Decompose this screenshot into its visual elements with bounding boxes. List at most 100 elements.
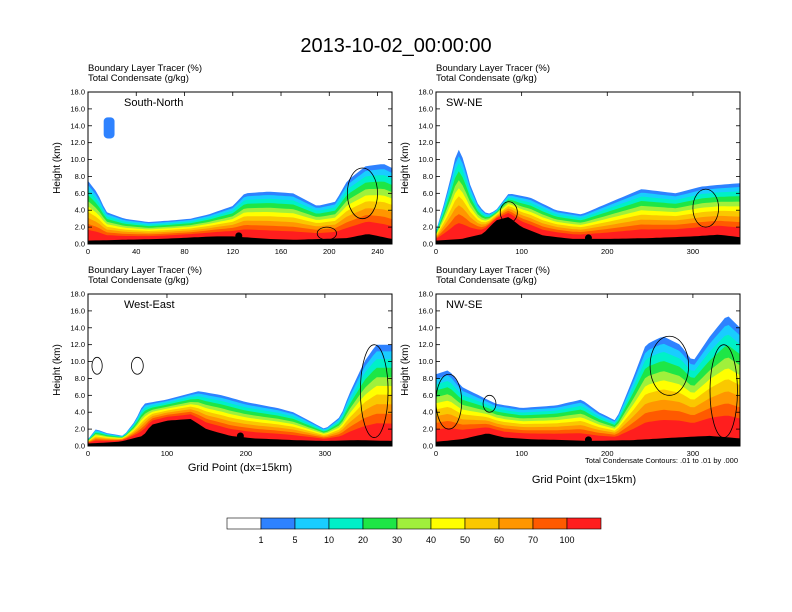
y-tick-label: 18.0 [418, 88, 433, 97]
y-tick-label: 12.0 [418, 138, 433, 147]
location-marker [584, 436, 592, 444]
y-tick-label: 18.0 [70, 88, 85, 97]
condensate-contour-1 [316, 226, 337, 241]
y-tick-label: 0.0 [423, 240, 433, 249]
colorbar-swatch-9 [532, 517, 568, 530]
condensate-contour-1 [499, 201, 518, 224]
y-tick-label: 12.0 [418, 340, 433, 349]
condensate-contour-0 [346, 167, 378, 220]
y-tick-label: 14.0 [70, 323, 85, 332]
x-tick-label: 200 [240, 449, 253, 458]
y-tick-label: 18.0 [70, 290, 85, 299]
colorbar-swatch-5 [396, 517, 432, 530]
y-tick-label: 14.0 [70, 121, 85, 130]
colorbar-label: 1 [258, 535, 263, 545]
y-tick-label: 12.0 [70, 340, 85, 349]
panel-contour-label: Total Condensate (g/kg) [436, 73, 537, 84]
x-tick-label: 0 [434, 247, 438, 256]
y-tick-label: 16.0 [418, 104, 433, 113]
location-marker [584, 234, 592, 242]
x-tick-label: 0 [86, 449, 90, 458]
panel-frame [87, 91, 393, 245]
y-tick-label: 4.0 [75, 206, 85, 215]
x-tick-label: 160 [275, 247, 288, 256]
x-tick-label: 300 [687, 247, 700, 256]
y-tick-label: 8.0 [423, 172, 433, 181]
y-tick-label: 2.0 [423, 223, 433, 232]
location-marker [236, 432, 244, 440]
y-tick-label: 16.0 [70, 306, 85, 315]
y-tick-label: 12.0 [70, 138, 85, 147]
condensate-contour-1 [131, 356, 144, 375]
y-tick-label: 10.0 [418, 357, 433, 366]
colorbar-label: 100 [559, 535, 574, 545]
panel-field-label: Boundary Layer Tracer (%) [436, 63, 550, 74]
y-tick-label: 6.0 [75, 189, 85, 198]
y-tick-label: 6.0 [423, 391, 433, 400]
condensate-contour-3 [709, 344, 738, 438]
x-axis-label-bottom-right: Grid Point (dx=15km) [532, 474, 636, 486]
panel-3: Boundary Layer Tracer (%)Total Condensat… [400, 265, 741, 458]
condensate-contour-0 [91, 356, 103, 375]
x-tick-label: 300 [319, 449, 332, 458]
y-tick-label: 6.0 [423, 189, 433, 198]
panel-title: SW-NE [446, 97, 482, 109]
y-tick-label: 0.0 [423, 442, 433, 451]
y-tick-label: 0.0 [75, 240, 85, 249]
colorbar-swatch-7 [464, 517, 500, 530]
x-tick-label: 300 [687, 449, 700, 458]
y-tick-label: 14.0 [418, 323, 433, 332]
y-tick-label: 10.0 [418, 155, 433, 164]
panel-1: Boundary Layer Tracer (%)Total Condensat… [400, 63, 741, 256]
x-tick-label: 240 [371, 247, 384, 256]
x-tick-label: 0 [434, 449, 438, 458]
tracer-field [436, 149, 740, 244]
colorbar-label: 30 [392, 535, 402, 545]
panel-2: Boundary Layer Tracer (%)Total Condensat… [52, 265, 393, 458]
y-tick-label: 2.0 [75, 223, 85, 232]
colorbar-label: 5 [292, 535, 297, 545]
panel-title: South-North [124, 97, 183, 109]
colorbar-label: 50 [460, 535, 470, 545]
colorbar-swatch-2 [294, 517, 330, 530]
terrain [436, 217, 740, 244]
x-tick-label: 200 [601, 449, 614, 458]
y-tick-label: 8.0 [423, 374, 433, 383]
y-tick-label: 0.0 [75, 442, 85, 451]
x-tick-label: 120 [227, 247, 240, 256]
x-tick-label: 40 [132, 247, 140, 256]
y-tick-label: 2.0 [75, 425, 85, 434]
colorbar-swatch-1 [260, 517, 296, 530]
plume-0 [103, 117, 115, 139]
colorbar-swatch-6 [430, 517, 466, 530]
panel-contour-label: Total Condensate (g/kg) [436, 275, 537, 286]
colorbar-label: 70 [528, 535, 538, 545]
terrain [88, 419, 392, 446]
y-tick-label: 16.0 [70, 104, 85, 113]
y-axis-label: Height (km) [400, 142, 411, 194]
x-tick-label: 0 [86, 247, 90, 256]
tracer-field [436, 316, 740, 446]
panels-group: Boundary Layer Tracer (%)Total Condensat… [52, 63, 741, 458]
colorbar-swatch-3 [328, 517, 364, 530]
panel-0: Boundary Layer Tracer (%)Total Condensat… [52, 63, 393, 256]
colorbar-swatch-10 [566, 517, 602, 530]
x-tick-label: 80 [180, 247, 188, 256]
x-tick-label: 100 [515, 449, 528, 458]
panel-title: NW-SE [446, 299, 482, 311]
panel-contour-label: Total Condensate (g/kg) [88, 275, 189, 286]
y-axis-label: Height (km) [52, 344, 63, 396]
condensate-contour-2 [360, 344, 389, 438]
tracer-field [88, 344, 392, 446]
panel-frame [435, 91, 741, 245]
colorbar-label: 40 [426, 535, 436, 545]
y-tick-label: 10.0 [70, 155, 85, 164]
figure-title: 2013-10-02_00:00:00 [300, 35, 491, 57]
y-tick-label: 6.0 [75, 391, 85, 400]
location-marker [235, 232, 243, 240]
y-tick-label: 18.0 [418, 290, 433, 299]
tracer-field [88, 117, 392, 244]
x-tick-label: 200 [323, 247, 336, 256]
x-axis-label-bottom-left: Grid Point (dx=15km) [188, 462, 292, 474]
